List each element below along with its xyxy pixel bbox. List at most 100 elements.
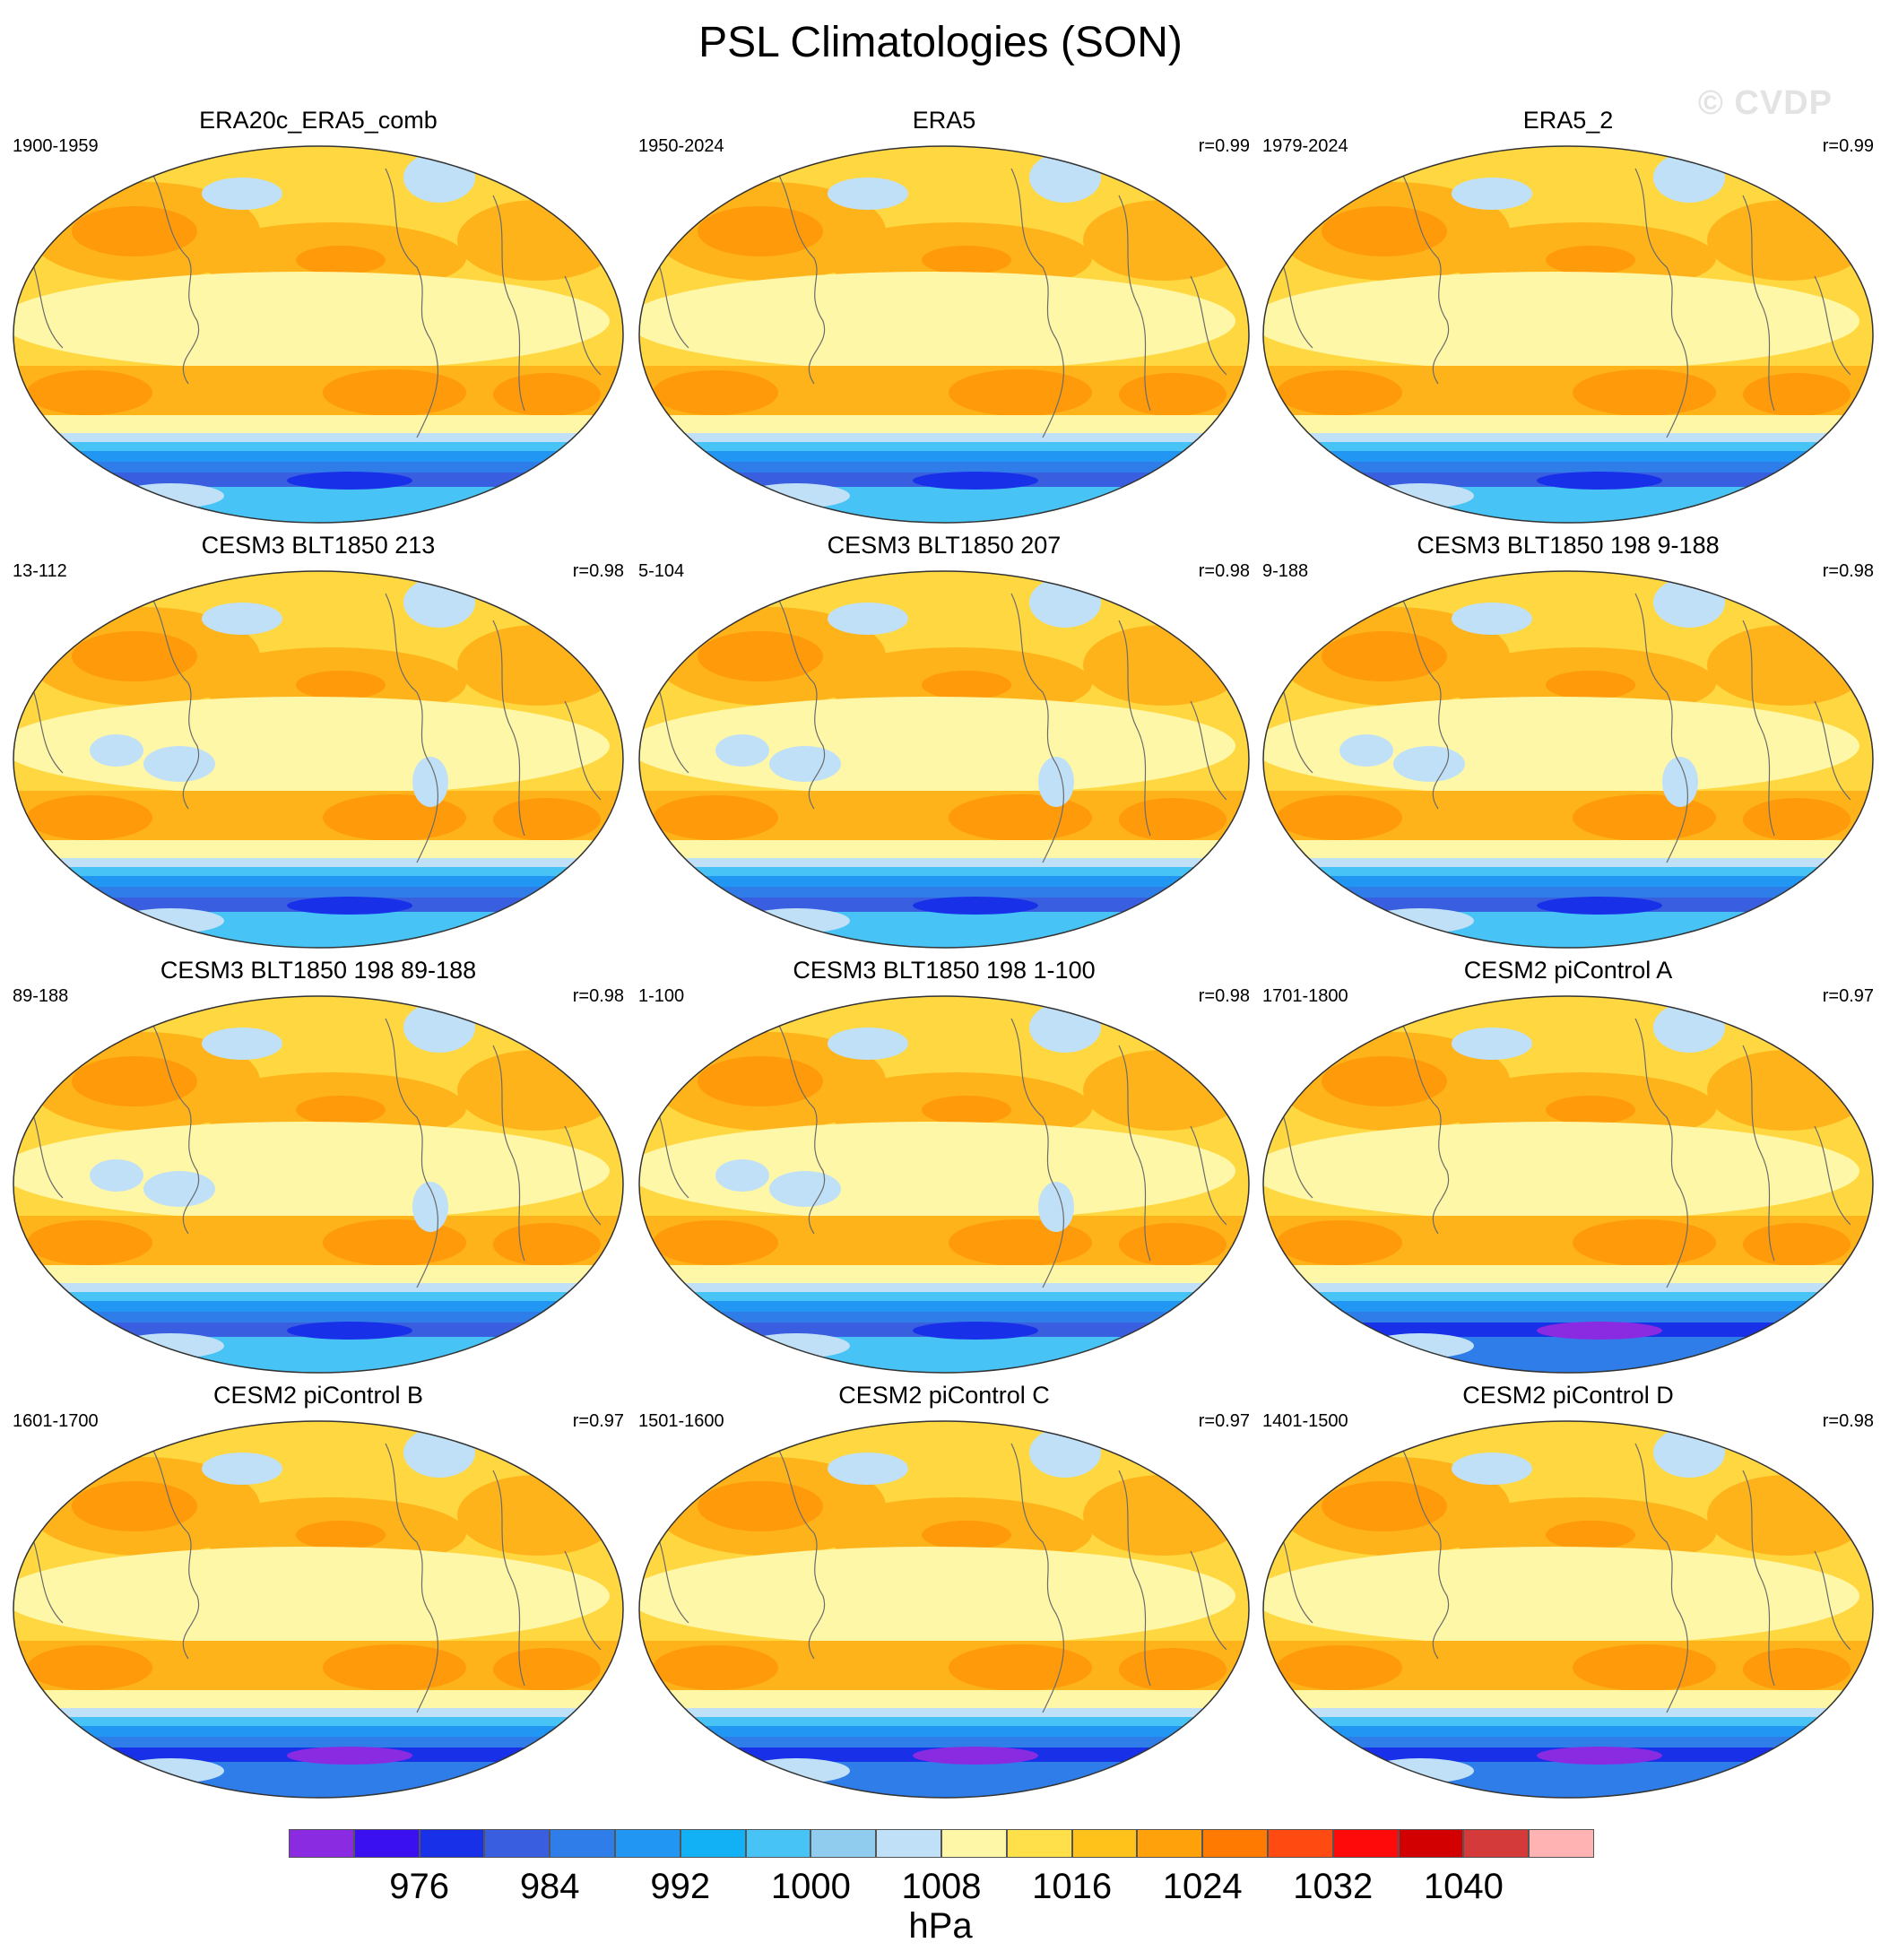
- panel-title: CESM2 piControl C: [838, 1382, 1050, 1409]
- antarctic-region: [13, 1337, 623, 1373]
- map-panel: CESM3 BLT1850 198 1-100 1-100 r=0.98: [635, 956, 1253, 1377]
- south-pacific-high: [949, 794, 1092, 841]
- deep-southern-low: [1537, 1747, 1662, 1765]
- antarctic-high-patch: [742, 1333, 850, 1358]
- southern-low-3: [1263, 1301, 1873, 1312]
- colorbar-tick-label: 1000: [770, 1867, 851, 1906]
- colorbar-swatch: [353, 1829, 420, 1858]
- panel-correlation-label: r=0.97: [572, 1411, 624, 1431]
- aleutian-low: [828, 603, 908, 635]
- antarctic-high-patch: [117, 1333, 224, 1358]
- southern-gradient-band: [1263, 415, 1873, 433]
- southern-low-4: [1263, 1312, 1873, 1323]
- asian-monsoon-low: [1339, 734, 1393, 767]
- north-pacific-high-core: [296, 246, 386, 274]
- south-pacific-high: [323, 794, 466, 841]
- robinson-map: [13, 145, 624, 524]
- south-pacific-high: [1573, 1219, 1716, 1266]
- north-pacific-high-core: [296, 1096, 386, 1124]
- southern-low-1: [1263, 1708, 1873, 1717]
- azores-high: [1707, 625, 1868, 706]
- icelandic-low: [403, 577, 475, 628]
- north-pacific-high-core: [1546, 671, 1635, 699]
- southern-low-2: [1263, 1292, 1873, 1301]
- colorbar-swatch: [1398, 1829, 1464, 1858]
- north-pacific-high-core: [922, 1521, 1011, 1549]
- coastline-2: [385, 1443, 438, 1713]
- south-atlantic-high: [1743, 373, 1851, 416]
- southern-low-3: [639, 1301, 1249, 1312]
- south-pacific-high: [323, 1644, 466, 1691]
- panel-title: CESM3 BLT1850 213: [201, 532, 436, 559]
- map-panel: CESM3 BLT1850 198 89-188 89-188 r=0.98: [9, 956, 628, 1377]
- map-outline: [1262, 1420, 1874, 1799]
- southern-low-2: [13, 867, 623, 876]
- antarctic-high-patch: [117, 483, 224, 508]
- azores-high: [1083, 625, 1244, 706]
- south-indian-high: [27, 370, 152, 415]
- antarctic-high-patch: [742, 908, 850, 933]
- southern-low-2: [639, 867, 1249, 876]
- antarctic-high-patch: [117, 1758, 224, 1783]
- north-pacific-high-core: [296, 1521, 386, 1549]
- coastline-2: [1634, 593, 1688, 863]
- southern-low-2: [1263, 867, 1873, 876]
- antarctic-high-patch: [117, 908, 224, 933]
- southern-low-3: [639, 876, 1249, 887]
- southern-low-4: [1263, 887, 1873, 898]
- north-pacific-high-core: [1546, 246, 1635, 274]
- coastline-5: [564, 1550, 602, 1651]
- southern-low-3: [13, 1301, 623, 1312]
- southern-low-4: [639, 887, 1249, 898]
- colorbar-swatch: [1529, 1829, 1594, 1858]
- south-pacific-high: [949, 369, 1092, 416]
- southern-low-3: [1263, 876, 1873, 887]
- colorbar-tick-label: 1032: [1293, 1867, 1374, 1906]
- antarctic-region: [639, 912, 1249, 948]
- southern-low-1: [1263, 1283, 1873, 1292]
- southern-low-3: [639, 451, 1249, 462]
- panel-title: ERA20c_ERA5_comb: [199, 107, 438, 134]
- coastline-1: [1392, 1009, 1450, 1235]
- coastline-2: [1634, 1018, 1688, 1288]
- antarctic-high-patch: [742, 1758, 850, 1783]
- panel-period-label: 9-188: [1262, 561, 1309, 581]
- panel-correlation-label: r=0.97: [1198, 1411, 1250, 1431]
- panel-period-label: 1401-1500: [1262, 1411, 1348, 1431]
- icelandic-low: [403, 152, 475, 203]
- robinson-map: [638, 570, 1250, 949]
- azores-high: [457, 200, 619, 281]
- siberian-high-core: [698, 1056, 823, 1106]
- coastline-5: [1190, 700, 1227, 801]
- south-atlantic-high: [1119, 373, 1227, 416]
- coastline-5: [1190, 1550, 1227, 1651]
- tropical-low-band: [13, 272, 610, 370]
- panel-title: ERA5_2: [1522, 107, 1614, 134]
- panel-title: CESM3 BLT1850 207: [827, 532, 1062, 559]
- antarctic-region: [1263, 487, 1873, 523]
- azores-high: [457, 1475, 619, 1556]
- coastline-3: [1742, 1470, 1775, 1687]
- coastline-5: [1814, 1125, 1851, 1226]
- southern-low-4: [639, 1312, 1249, 1323]
- coastline-1: [1392, 1434, 1450, 1660]
- map-panel: ERA5 1950-2024 r=0.99: [635, 106, 1253, 527]
- south-america-low: [412, 757, 448, 807]
- icelandic-low: [1029, 1002, 1101, 1053]
- coastline-3: [1742, 195, 1775, 412]
- antarctic-region: [1263, 1762, 1873, 1798]
- south-indian-high: [653, 1220, 778, 1265]
- southern-low-3: [13, 1726, 623, 1737]
- southern-low-1: [13, 858, 623, 867]
- panel-title: CESM3 BLT1850 198 89-188: [160, 957, 477, 984]
- coastline-2: [1010, 1018, 1064, 1288]
- south-indian-high: [653, 795, 778, 840]
- aleutian-low: [828, 1453, 908, 1485]
- colorbar-swatch: [876, 1829, 941, 1858]
- north-pacific-high-core: [922, 1096, 1011, 1124]
- icelandic-low: [1653, 1427, 1725, 1478]
- coastline-5: [564, 700, 602, 801]
- aleutian-low: [202, 1028, 282, 1060]
- colorbar-swatch: [615, 1829, 680, 1858]
- south-atlantic-high: [1743, 1648, 1851, 1691]
